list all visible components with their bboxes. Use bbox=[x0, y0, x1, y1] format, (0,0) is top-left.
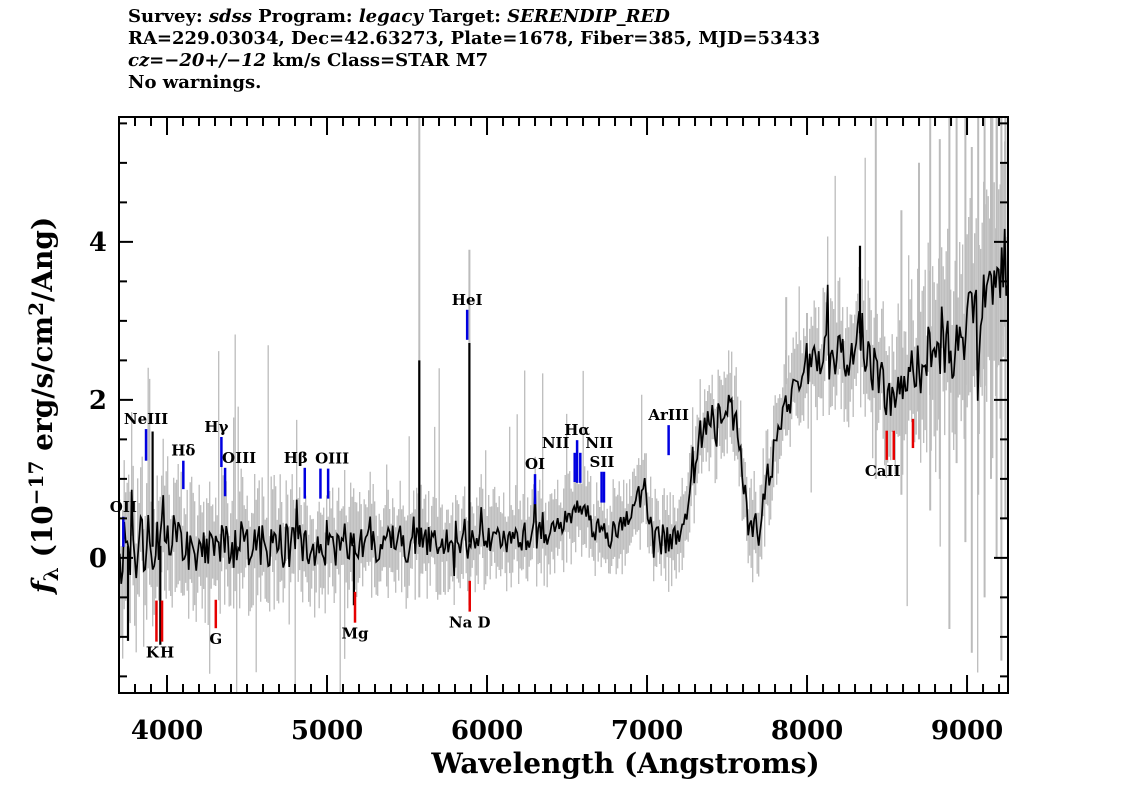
spectral-line-label: Hα bbox=[564, 421, 590, 439]
x-tick-label: 7000 bbox=[611, 716, 683, 746]
x-tick-label: 4000 bbox=[131, 716, 203, 746]
sky-error-columns bbox=[418, 117, 1007, 661]
spectral-line-label: Hβ bbox=[284, 449, 308, 467]
x-tick-label: 6000 bbox=[451, 716, 523, 746]
y-tick-label: 2 bbox=[89, 386, 107, 416]
y-axis-title: fλ (10−17 erg/s/cm2/Ang) bbox=[24, 217, 63, 596]
spectral-line-label: Na D bbox=[449, 614, 491, 632]
spectral-line-label: NII bbox=[585, 434, 613, 452]
spectral-line-label: OIII bbox=[315, 450, 349, 468]
header-label: km/s Class=STAR M7 bbox=[266, 50, 489, 71]
header-value: legacy bbox=[358, 6, 423, 27]
x-tick-label: 8000 bbox=[771, 716, 843, 746]
spectral-line-label: K bbox=[146, 644, 160, 662]
header-label: Target: bbox=[422, 6, 508, 27]
spectral-line-label: H bbox=[160, 644, 174, 662]
spectrum-header: Survey: sdss Program: legacy Target: SER… bbox=[128, 6, 820, 94]
flux-spikes bbox=[126, 245, 862, 645]
plot-frame bbox=[118, 116, 1009, 694]
spectral-line-label: OI bbox=[525, 455, 545, 473]
spectral-line-label: ArIII bbox=[647, 406, 689, 424]
spectral-line-label: Mg bbox=[341, 625, 369, 643]
x-tick-label: 9000 bbox=[931, 716, 1003, 746]
axis-ticks bbox=[119, 117, 1008, 693]
x-axis-title: Wavelength (Angstroms) bbox=[430, 747, 819, 780]
header-line-2: RA=229.03034, Dec=42.63273, Plate=1678, … bbox=[128, 28, 820, 50]
spectral-line-label: Hγ bbox=[204, 418, 228, 436]
header-label: Program: bbox=[251, 6, 359, 27]
header-line-3: cz=−20+/−12 km/s Class=STAR M7 bbox=[128, 50, 820, 72]
header-line-4: No warnings. bbox=[128, 72, 820, 94]
header-label: RA=229.03034, Dec=42.63273, Plate=1678, … bbox=[128, 28, 821, 49]
spectral-line-label: OIII bbox=[222, 449, 256, 467]
spectral-line-label: Hδ bbox=[171, 442, 195, 460]
spectral-line-label: OII bbox=[110, 498, 137, 516]
x-tick-label: 5000 bbox=[291, 716, 363, 746]
axes bbox=[118, 116, 1009, 694]
spectral-line-label: NeIII bbox=[124, 410, 168, 428]
spectral-line-label: NII bbox=[542, 434, 570, 452]
spectral-line-label: SII bbox=[590, 453, 615, 471]
spectral-line-label: HeI bbox=[452, 291, 483, 309]
header-line-1: Survey: sdss Program: legacy Target: SER… bbox=[128, 6, 820, 28]
header-value: sdss bbox=[208, 6, 252, 27]
spectral-line-label: CaII bbox=[865, 462, 901, 480]
spectrum-area bbox=[119, 117, 1008, 693]
header-label: Survey: bbox=[128, 6, 209, 27]
spectral-line-label: G bbox=[209, 630, 222, 648]
y-tick-label: 0 bbox=[89, 544, 107, 574]
header-label: No warnings. bbox=[128, 72, 262, 93]
y-tick-label: 4 bbox=[89, 228, 107, 258]
header-value: SERENDIP_RED bbox=[507, 6, 670, 27]
header-value: cz=−20+/−12 bbox=[128, 50, 267, 71]
error-band bbox=[119, 117, 1008, 693]
